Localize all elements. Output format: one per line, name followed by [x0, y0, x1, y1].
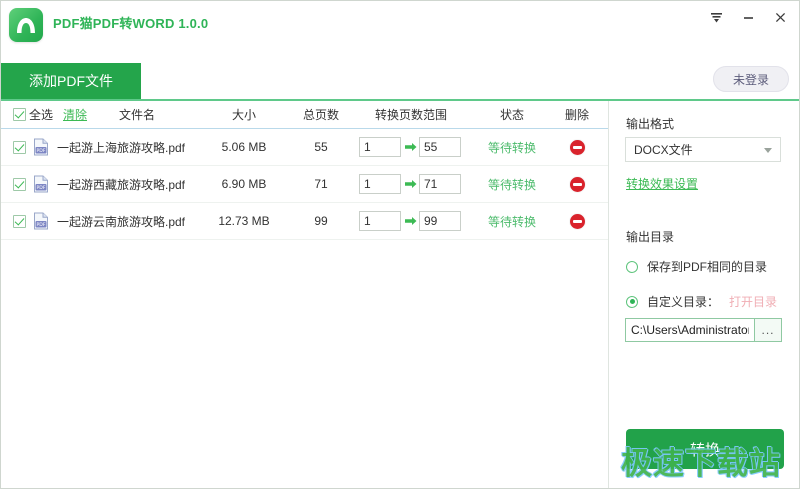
pdf-file-icon: PDF: [31, 166, 51, 202]
menu-collapse-icon[interactable]: [701, 3, 731, 31]
conversion-status-label: 等待转换: [487, 177, 536, 192]
convert-button[interactable]: 转换: [626, 429, 784, 469]
output-format-label: 输出格式: [626, 117, 675, 131]
table-row[interactable]: PDF 一起游云南旅游攻略.pdf 12.73 MB 99 等待转换: [1, 203, 608, 240]
login-status-button[interactable]: 未登录: [713, 66, 789, 92]
window-title: PDF猫PDF转WORD 1.0.0: [53, 16, 209, 31]
radio-custom-dir-dot: [626, 295, 638, 308]
radio-custom-dir-label: 自定义目录：: [647, 295, 720, 309]
output-dir-label: 输出目录: [626, 230, 675, 244]
file-size: 6.90 MB: [221, 177, 267, 191]
table-row[interactable]: PDF 一起游上海旅游攻略.pdf 5.06 MB 55 等待转换: [1, 129, 608, 166]
column-header-size: 大小: [231, 108, 256, 122]
output-format-select[interactable]: DOCX文件: [625, 137, 781, 162]
row-checkbox[interactable]: [11, 166, 27, 202]
remove-row-button: [569, 213, 585, 229]
radio-custom-dir[interactable]: 自定义目录： 打开目录: [626, 293, 777, 310]
file-list-panel: 全选 清除 文件名 大小 总页数 转换页数范围 状态 删除: [1, 101, 608, 488]
select-all-label: 全选: [29, 108, 54, 122]
page-range-from-input[interactable]: [359, 137, 401, 157]
column-header-status: 状态: [499, 108, 524, 122]
remove-circle-icon[interactable]: [557, 129, 597, 165]
svg-text:PDF: PDF: [37, 185, 46, 191]
row-checkbox[interactable]: [11, 129, 27, 165]
clear-list-label: 清除: [63, 108, 88, 122]
window-controls: [701, 3, 795, 31]
column-header-page-range: 转换页数范围: [374, 108, 447, 122]
settings-panel: 输出格式 DOCX文件 转换效果设置 输出目录 保存到PDF相同的目录 自定义目…: [609, 101, 799, 488]
range-arrow-icon: [405, 180, 417, 188]
conversion-status: 等待转换: [473, 129, 551, 165]
remove-circle-icon[interactable]: [557, 166, 597, 202]
file-table-header: 全选 清除 文件名 大小 总页数 转换页数范围 状态 删除: [1, 101, 608, 129]
chevron-down-icon: [764, 148, 772, 153]
file-name: 一起游云南旅游攻略.pdf: [57, 214, 186, 229]
radio-same-as-pdf[interactable]: 保存到PDF相同的目录: [626, 258, 767, 275]
pdf-file-icon: PDF: [31, 129, 51, 165]
svg-text:PDF: PDF: [37, 148, 46, 154]
file-size: 5.06 MB: [221, 140, 267, 154]
file-name: 一起游西藏旅游攻略.pdf: [57, 177, 186, 192]
select-all-checkbox-box: [12, 108, 26, 121]
row-checkbox-box: [12, 177, 26, 191]
column-header-total-pages: 总页数: [302, 108, 339, 122]
conversion-status-label: 等待转换: [487, 214, 536, 229]
file-size: 12.73 MB: [218, 214, 270, 228]
conversion-settings-link[interactable]: 转换效果设置: [626, 177, 699, 191]
remove-row-button: [569, 176, 585, 192]
file-total-pages: 99: [314, 214, 328, 228]
output-format-value: DOCX文件: [634, 143, 693, 157]
row-checkbox-box: [12, 214, 26, 228]
page-range-to-input[interactable]: [419, 174, 461, 194]
output-path-input[interactable]: [626, 319, 754, 341]
file-total-pages: 71: [314, 177, 328, 191]
output-path-field: ...: [625, 318, 782, 342]
row-checkbox-box: [12, 140, 26, 154]
toolbar-divider: [1, 99, 799, 101]
column-header-filename: 文件名: [119, 108, 156, 122]
add-pdf-files-button[interactable]: 添加PDF文件: [1, 63, 141, 99]
radio-same-as-pdf-dot: [626, 260, 638, 273]
toolbar: 添加PDF文件 未登录: [1, 49, 799, 99]
page-range-to-input[interactable]: [419, 211, 461, 231]
conversion-status: 等待转换: [473, 166, 551, 202]
remove-row-button: [569, 139, 585, 155]
file-total-pages: 55: [314, 140, 328, 154]
page-range-from-input[interactable]: [359, 211, 401, 231]
clear-list-link[interactable]: 清除: [63, 101, 87, 128]
row-checkbox[interactable]: [11, 203, 27, 239]
radio-same-as-pdf-label: 保存到PDF相同的目录: [647, 260, 768, 274]
minimize-icon[interactable]: [733, 3, 763, 31]
file-table-body: PDF 一起游上海旅游攻略.pdf 5.06 MB 55 等待转换: [1, 129, 608, 240]
page-range-from-input[interactable]: [359, 174, 401, 194]
open-directory-link[interactable]: 打开目录: [729, 295, 778, 309]
close-icon[interactable]: [765, 3, 795, 31]
column-header-delete: 删除: [564, 108, 589, 122]
select-all-checkbox[interactable]: [11, 101, 27, 128]
title-bar: PDF猫PDF转WORD 1.0.0: [1, 1, 799, 49]
svg-text:PDF: PDF: [37, 222, 46, 228]
table-row[interactable]: PDF 一起游西藏旅游攻略.pdf 6.90 MB 71 等待转换: [1, 166, 608, 203]
page-range-to-input[interactable]: [419, 137, 461, 157]
remove-circle-icon[interactable]: [557, 203, 597, 239]
range-arrow-icon: [405, 217, 417, 225]
browse-directory-button[interactable]: ...: [754, 319, 781, 341]
panel-divider: [608, 101, 609, 488]
pdf-file-icon: PDF: [31, 203, 51, 239]
range-arrow-icon: [405, 143, 417, 151]
conversion-status: 等待转换: [473, 203, 551, 239]
conversion-status-label: 等待转换: [487, 140, 536, 155]
file-name: 一起游上海旅游攻略.pdf: [57, 140, 186, 155]
pdfcat-logo-icon: [9, 8, 43, 42]
